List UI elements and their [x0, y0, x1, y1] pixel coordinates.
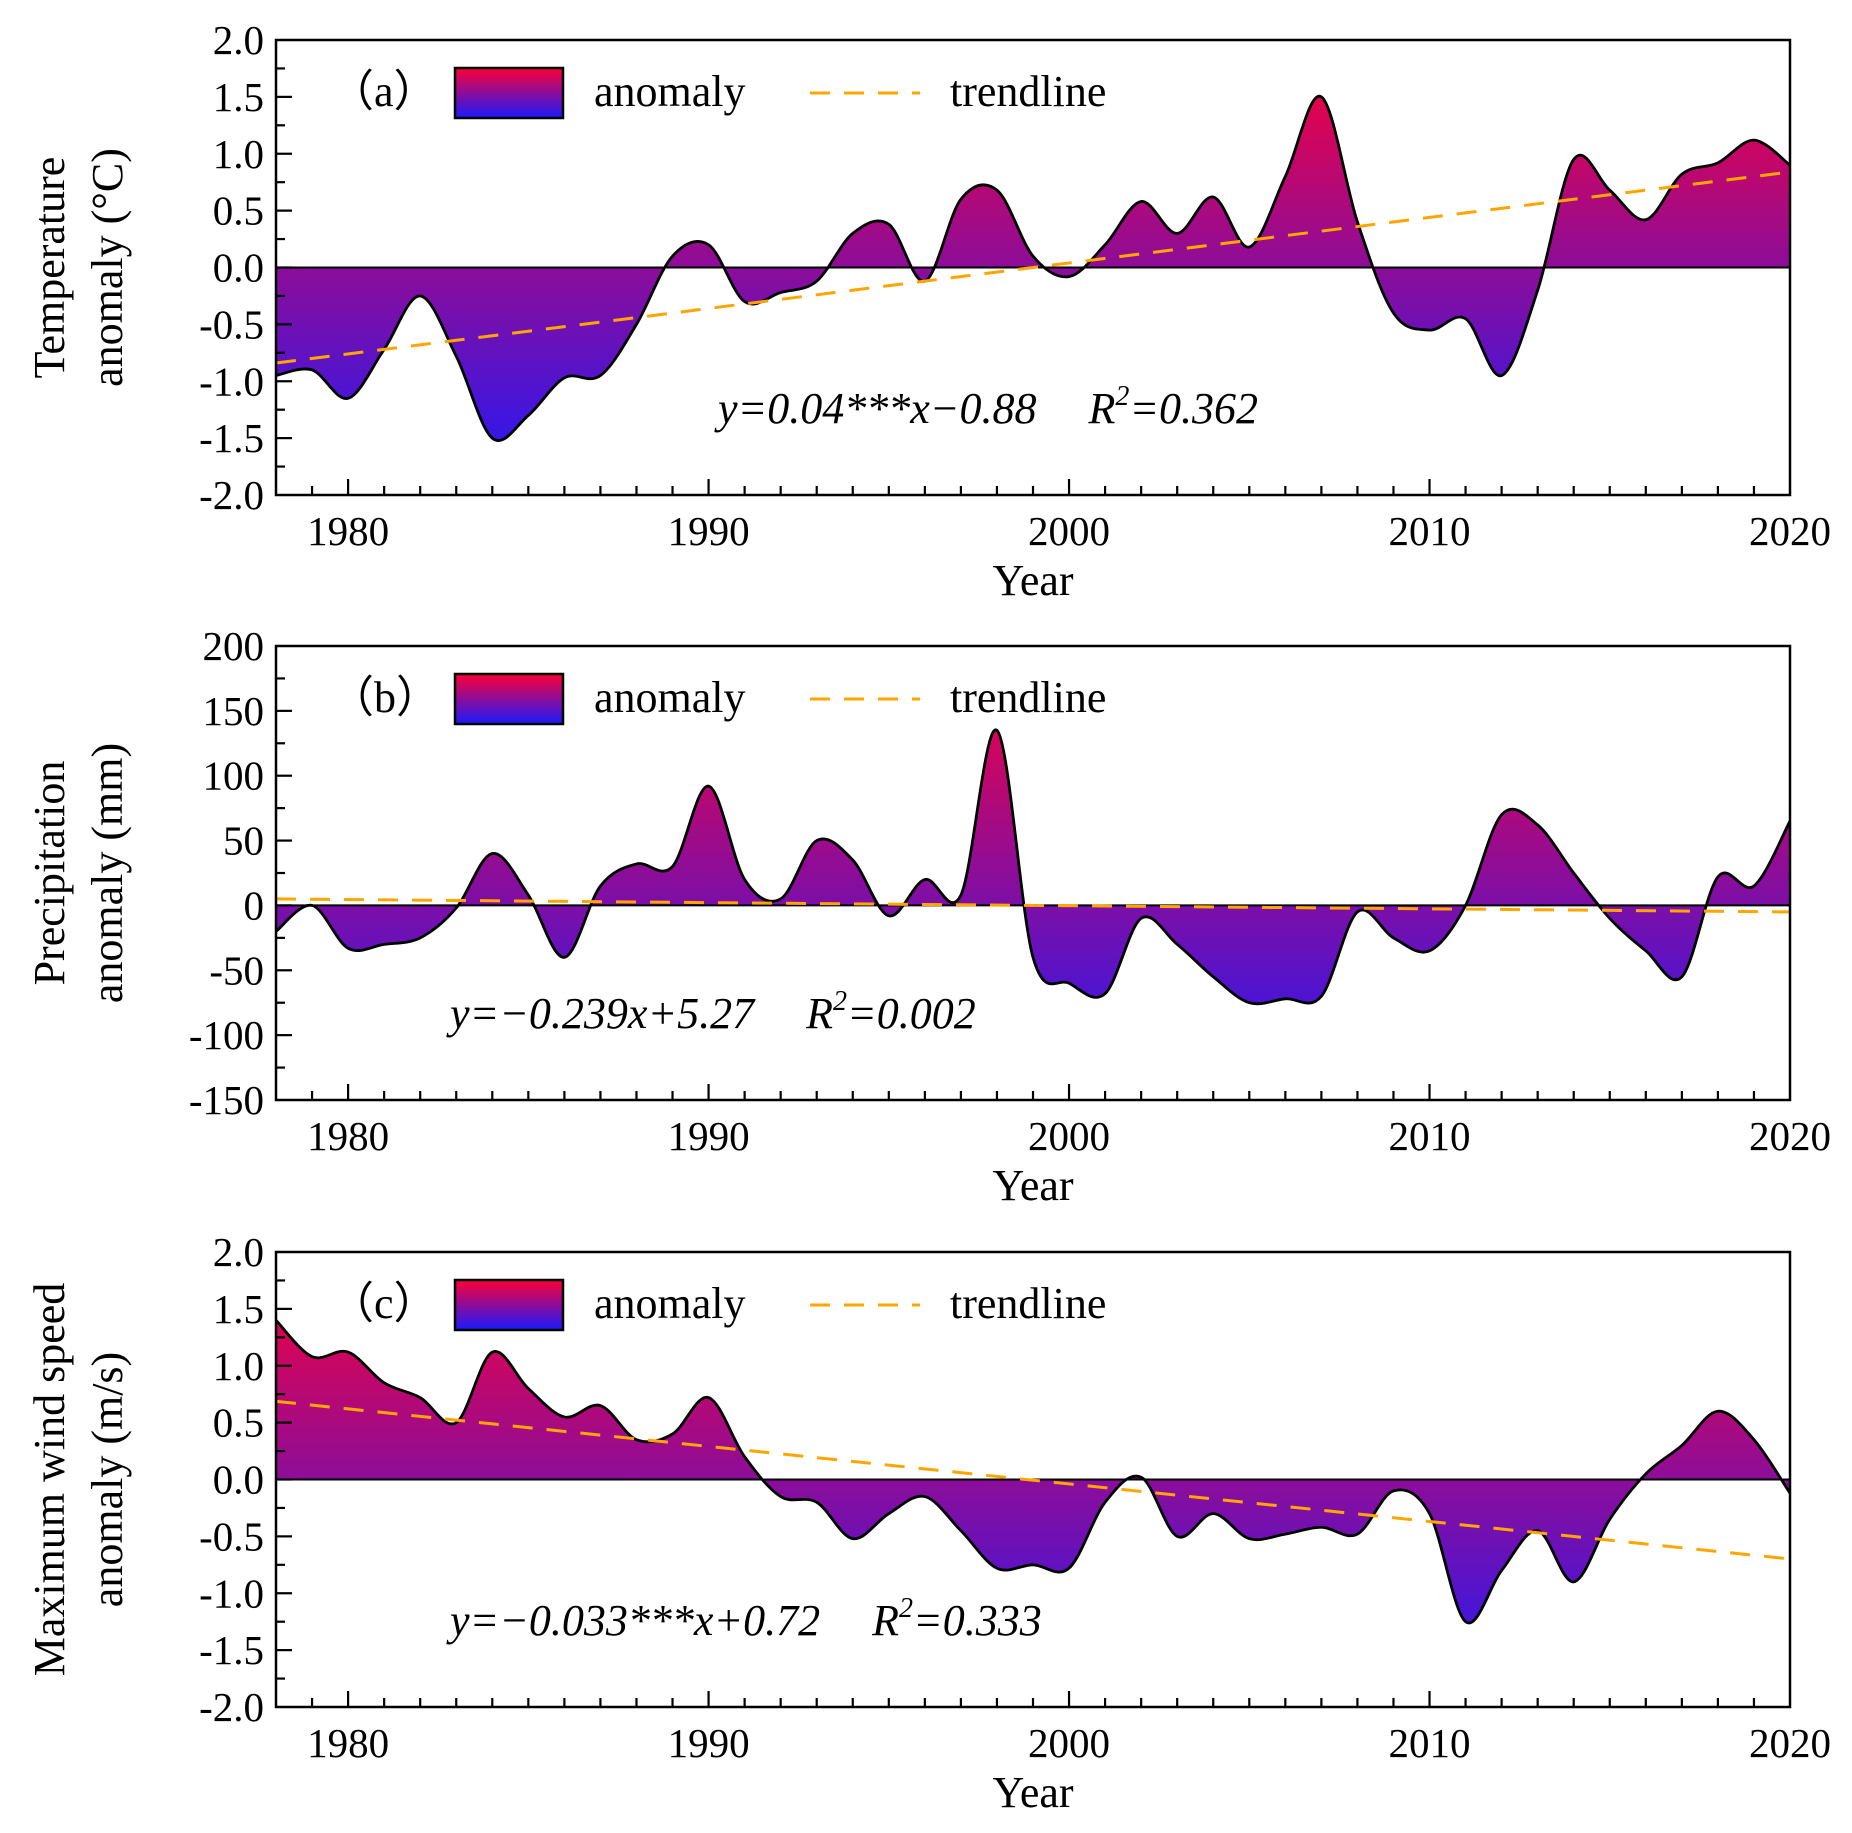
x-tick-label: 2010 [1389, 1720, 1471, 1766]
r-squared-symbol: R [805, 989, 833, 1038]
anomaly-curve [276, 728, 1790, 1006]
regression-equation: y=0.04***x−0.88 [714, 384, 1036, 433]
r-squared-symbol: R [1087, 384, 1115, 433]
y-tick-label: -0.5 [199, 301, 264, 347]
trend-line [276, 1399, 1790, 1561]
y-tick-label: 50 [223, 818, 264, 864]
x-tick-label: 1980 [307, 1113, 389, 1159]
legend-anomaly-label: anomaly [594, 673, 746, 722]
panel-c-wind-speed: 1980 1990 2000 2010 2020 -2.0 -1.5 -1.0 -0.5 0.0 0… [25, 1229, 1831, 1817]
y-tick-label: 150 [203, 688, 265, 734]
panel-a-temperature: 1980 1990 2000 2010 2020 -2.0 -1.5 -1.0 -0.5 0.0 0… [25, 17, 1831, 605]
y-tick-label: 0.0 [213, 245, 264, 291]
y-axis-title-line-2: anomaly (mm) [83, 743, 132, 1003]
x-axis-title: Year [992, 1161, 1073, 1210]
y-tick-label: -1.0 [199, 358, 264, 404]
y-tick-label: -150 [189, 1077, 264, 1123]
legend-trendline-label: trendline [950, 673, 1106, 722]
x-tick-label: 1980 [307, 508, 389, 554]
anomaly-area [276, 729, 1790, 1004]
y-tick-label: 1.5 [213, 74, 264, 120]
anomaly-area [276, 1320, 1790, 1623]
x-tick-label: 2010 [1389, 508, 1471, 554]
anomaly-curve [276, 95, 1790, 442]
legend-anomaly-label: anomaly [594, 1279, 746, 1328]
y-axis-title-line-1: Maximum wind speed [25, 1283, 74, 1677]
y-tick-label: 2.0 [213, 1229, 264, 1275]
r-squared-exponent: 2 [1115, 381, 1129, 412]
y-axis-title-line-2: anomaly (°C) [83, 148, 132, 387]
y-tick-label: 1.0 [213, 131, 264, 177]
y-tick-label: 200 [203, 623, 265, 669]
y-axis-title: Precipitation anomaly (mm) [25, 743, 132, 1003]
y-axis-title-line-1: Precipitation [25, 761, 74, 986]
r-squared-symbol: R [871, 1596, 899, 1645]
legend-trendline-label: trendline [950, 1279, 1106, 1328]
y-tick-label: 0 [244, 882, 265, 928]
trend-line [276, 170, 1790, 365]
x-tick-label: 2010 [1389, 1113, 1471, 1159]
r-squared-value: =0.002 [847, 989, 976, 1038]
r-squared: R2=0.333 [871, 1593, 1042, 1645]
y-tick-label: -1.5 [199, 415, 264, 461]
legend-anomaly-label: anomaly [594, 67, 746, 116]
legend-anomaly-swatch [453, 66, 565, 120]
y-tick-label: -0.5 [199, 1513, 264, 1559]
y-tick-label: 0.5 [213, 188, 264, 234]
r-squared: R2=0.362 [1087, 381, 1258, 433]
r-squared-exponent: 2 [833, 986, 847, 1017]
y-axis-title-line-2: anomaly (m/s) [83, 1352, 132, 1607]
x-tick-label: 1990 [668, 1720, 750, 1766]
legend-trendline-label: trendline [950, 67, 1106, 116]
x-tick-label: 2020 [1749, 1113, 1831, 1159]
legend-anomaly-swatch [453, 672, 565, 726]
x-tick-label: 2000 [1028, 1113, 1110, 1159]
trend-line [276, 897, 1790, 914]
panel-b-precipitation: 1980 1990 2000 2010 2020 -150 -100 -50 0 50 100 150… [25, 623, 1831, 1210]
regression-equation: y=−0.033***x+0.72 [446, 1596, 820, 1645]
r-squared-value: =0.333 [913, 1596, 1042, 1645]
y-tick-label: 0.5 [213, 1400, 264, 1446]
x-tick-label: 2000 [1028, 1720, 1110, 1766]
panel-label: （c） [330, 1279, 438, 1328]
x-tick-label: 1990 [668, 1113, 750, 1159]
plot-area [276, 95, 1790, 442]
y-tick-label: -100 [189, 1012, 264, 1058]
y-tick-label: -2.0 [199, 1684, 264, 1730]
y-tick-label: -1.5 [199, 1627, 264, 1673]
anomaly-curve [276, 1319, 1790, 1625]
panel-label: （b） [330, 673, 440, 722]
r-squared-exponent: 2 [899, 1593, 913, 1624]
y-tick-label: 100 [203, 753, 265, 799]
y-axis-title-line-1: Temperature [25, 157, 74, 379]
r-squared: R2=0.002 [805, 986, 976, 1038]
x-axis-title: Year [992, 556, 1073, 605]
legend-anomaly-swatch [453, 1278, 565, 1332]
r-squared-value: =0.362 [1129, 384, 1258, 433]
y-tick-label: -2.0 [199, 472, 264, 518]
x-tick-label: 1980 [307, 1720, 389, 1766]
y-axis-title: Maximum wind speed anomaly (m/s) [25, 1283, 132, 1677]
y-tick-label: 1.0 [213, 1343, 264, 1389]
x-axis-title: Year [992, 1768, 1073, 1817]
x-tick-label: 2020 [1749, 508, 1831, 554]
y-tick-label: -50 [209, 947, 264, 993]
regression-equation: y=−0.239x+5.27 [446, 989, 756, 1038]
y-tick-label: 1.5 [213, 1286, 264, 1332]
y-axis-title: Temperature anomaly (°C) [25, 148, 132, 387]
x-tick-label: 2020 [1749, 1720, 1831, 1766]
y-tick-label: 2.0 [213, 17, 264, 63]
plot-area [276, 728, 1790, 1006]
y-tick-label: 0.0 [213, 1457, 264, 1503]
panel-label: （a） [330, 67, 438, 116]
x-tick-label: 2000 [1028, 508, 1110, 554]
y-tick-label: -1.0 [199, 1570, 264, 1616]
plot-area [276, 1319, 1790, 1625]
x-tick-label: 1990 [668, 508, 750, 554]
